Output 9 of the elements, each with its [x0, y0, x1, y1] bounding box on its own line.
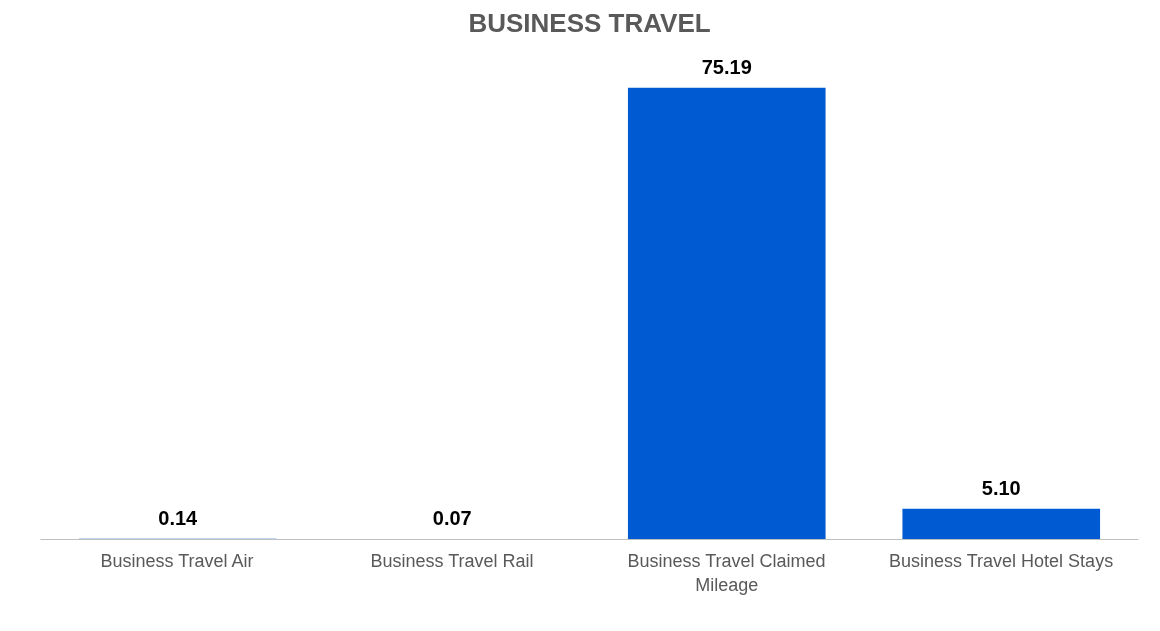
x-tick-label: Business Travel Hotel Stays	[889, 550, 1114, 571]
chart-title: BUSINESS TRAVEL	[468, 7, 711, 38]
data-label: 75.19	[701, 55, 752, 78]
data-label: 0.07	[432, 507, 472, 530]
x-tick-label: Business Travel Air	[100, 550, 254, 571]
x-tick-label: Business Travel Claimed Mileage	[627, 550, 826, 595]
x-tick-label: Business Travel Rail	[370, 550, 534, 571]
data-label: 0.14	[158, 506, 199, 529]
data-label: 5.10	[981, 476, 1021, 499]
